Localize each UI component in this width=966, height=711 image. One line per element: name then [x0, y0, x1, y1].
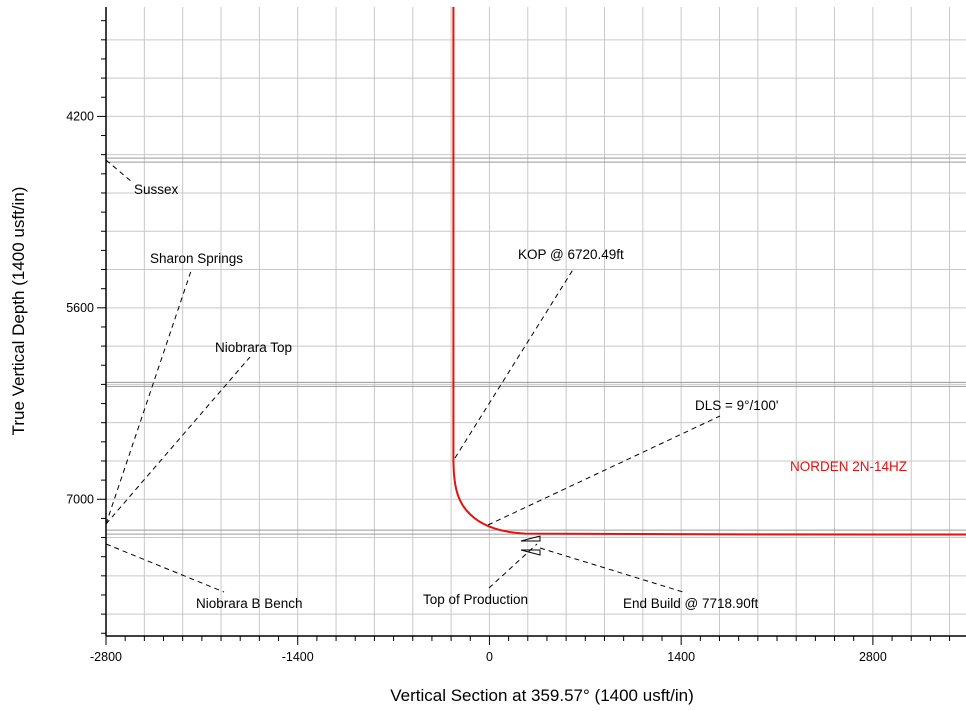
annotation-niobrara-b-bench: Niobrara B Bench — [196, 596, 303, 611]
y-tick-label: 5600 — [66, 301, 94, 315]
target-marker-lower — [520, 549, 541, 556]
x-tick-label: -2800 — [90, 650, 122, 664]
leader-niobrara-b-bench — [105, 543, 225, 593]
leader-dls — [487, 415, 721, 526]
annotation-end-build: End Build @ 7718.90ft — [623, 596, 759, 611]
annotation-sussex: Sussex — [134, 182, 179, 197]
leader-kop — [454, 267, 575, 459]
annotation-dls: DLS = 9°/100' — [695, 398, 778, 413]
axes: -2800 -1400 0 1400 2800 4200 5600 7000 — [66, 7, 966, 664]
series-line — [452, 7, 966, 536]
leader-niobrara-top — [105, 356, 251, 525]
annotation-leaders — [105, 159, 721, 593]
x-axis-title: Vertical Section at 359.57° (1400 usft/i… — [390, 686, 694, 705]
leader-sharon-springs — [105, 267, 193, 525]
x-tick-label: -1400 — [282, 650, 314, 664]
leader-sussex — [105, 159, 133, 183]
leader-top-of-production — [488, 543, 538, 589]
leader-end-build — [539, 547, 684, 593]
grid — [105, 7, 966, 636]
x-tick-label: 1400 — [667, 650, 695, 664]
y-tick-label: 4200 — [66, 109, 94, 123]
x-tick-label: 2800 — [859, 650, 887, 664]
y-tick-label: 7000 — [66, 492, 94, 506]
annotation-niobrara-top: Niobrara Top — [215, 340, 292, 355]
annotation-top-of-production: Top of Production — [423, 592, 528, 607]
target-marker-upper — [520, 535, 541, 542]
x-tick-label: 0 — [486, 650, 493, 664]
series-layer — [452, 7, 966, 556]
legend-well-name: NORDEN 2N-14HZ — [790, 459, 907, 474]
annotation-kop: KOP @ 6720.49ft — [518, 247, 624, 262]
annotation-sharon-springs: Sharon Springs — [150, 251, 243, 266]
y-axis-title: True Vertical Depth (1400 usft/in) — [9, 187, 28, 436]
